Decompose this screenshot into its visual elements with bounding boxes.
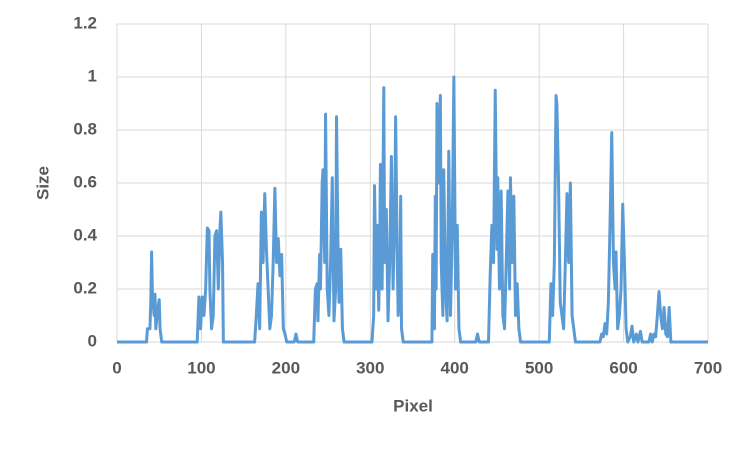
x-tick-label: 600	[609, 358, 637, 377]
x-tick-label: 300	[356, 358, 384, 377]
y-tick-label: 0.8	[73, 119, 97, 138]
y-axis-title: Size	[33, 166, 52, 200]
data-line	[117, 75, 708, 344]
y-tick-label: 0.6	[73, 172, 97, 191]
x-tick-label: 400	[441, 358, 469, 377]
y-tick-label: 0.2	[73, 278, 97, 297]
x-tick-label: 700	[694, 358, 722, 377]
x-axis-title: Pixel	[393, 396, 433, 415]
y-tick-label: 1.2	[73, 13, 97, 32]
x-tick-label: 100	[187, 358, 215, 377]
x-tick-label: 500	[525, 358, 553, 377]
y-tick-label: 0	[88, 331, 97, 350]
x-tick-label: 0	[112, 358, 121, 377]
y-tick-label: 1	[88, 66, 97, 85]
y-tick-label: 0.4	[73, 225, 97, 244]
x-tick-label: 200	[272, 358, 300, 377]
